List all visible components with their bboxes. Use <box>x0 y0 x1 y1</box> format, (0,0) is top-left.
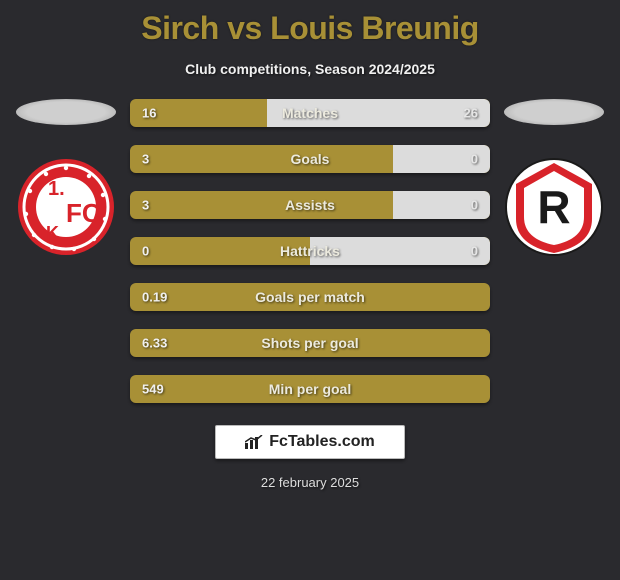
stat-value-left: 3 <box>142 152 149 167</box>
brand-badge[interactable]: FcTables.com <box>215 425 405 459</box>
jahn-logo-icon: R <box>504 157 604 257</box>
stat-label: Goals per match <box>255 289 365 305</box>
player-shadow-left <box>16 99 116 125</box>
svg-text:R: R <box>537 181 570 233</box>
stat-value-left: 6.33 <box>142 336 167 351</box>
subtitle: Club competitions, Season 2024/2025 <box>0 61 620 77</box>
page-title: Sirch vs Louis Breunig <box>0 0 620 47</box>
brand-label: FcTables.com <box>269 433 375 451</box>
svg-text:1.: 1. <box>48 178 65 200</box>
stat-value-left: 549 <box>142 382 164 397</box>
stat-value-left: 0.19 <box>142 290 167 305</box>
stat-value-right: 0 <box>471 152 478 167</box>
stat-label: Hattricks <box>280 243 340 259</box>
stat-label: Min per goal <box>269 381 351 397</box>
comparison-panel: 1. FC K 16 Matches 26 3 Goals 0 3 Assists 0 0 Hatt… <box>0 99 620 403</box>
team-left-logo: 1. FC K <box>16 157 116 257</box>
stat-value-right: 0 <box>471 198 478 213</box>
stat-bar: 3 Assists 0 <box>130 191 490 219</box>
team-left: 1. FC K <box>6 99 126 257</box>
svg-text:FC: FC <box>66 198 101 228</box>
stat-value-right: 0 <box>471 244 478 259</box>
stat-label: Assists <box>285 197 335 213</box>
stat-bar: 0.19 Goals per match <box>130 283 490 311</box>
stat-bar: 549 Min per goal <box>130 375 490 403</box>
stat-bar: 0 Hattricks 0 <box>130 237 490 265</box>
stat-value-left: 0 <box>142 244 149 259</box>
chart-icon <box>245 435 263 449</box>
date-label: 22 february 2025 <box>0 475 620 490</box>
svg-text:K: K <box>46 223 59 243</box>
player-shadow-right <box>504 99 604 125</box>
team-right-logo: R <box>504 157 604 257</box>
stat-value-left: 16 <box>142 106 156 121</box>
stat-label: Matches <box>282 105 338 121</box>
stat-bar: 16 Matches 26 <box>130 99 490 127</box>
stat-value-left: 3 <box>142 198 149 213</box>
stat-bars: 16 Matches 26 3 Goals 0 3 Assists 0 0 Hattricks 0 0.… <box>126 99 494 403</box>
team-right: R <box>494 99 614 257</box>
stat-label: Shots per goal <box>261 335 358 351</box>
stat-bar: 6.33 Shots per goal <box>130 329 490 357</box>
stat-value-right: 26 <box>464 106 478 121</box>
stat-label: Goals <box>291 151 330 167</box>
fck-logo-icon: 1. FC K <box>16 157 116 257</box>
stat-bar: 3 Goals 0 <box>130 145 490 173</box>
